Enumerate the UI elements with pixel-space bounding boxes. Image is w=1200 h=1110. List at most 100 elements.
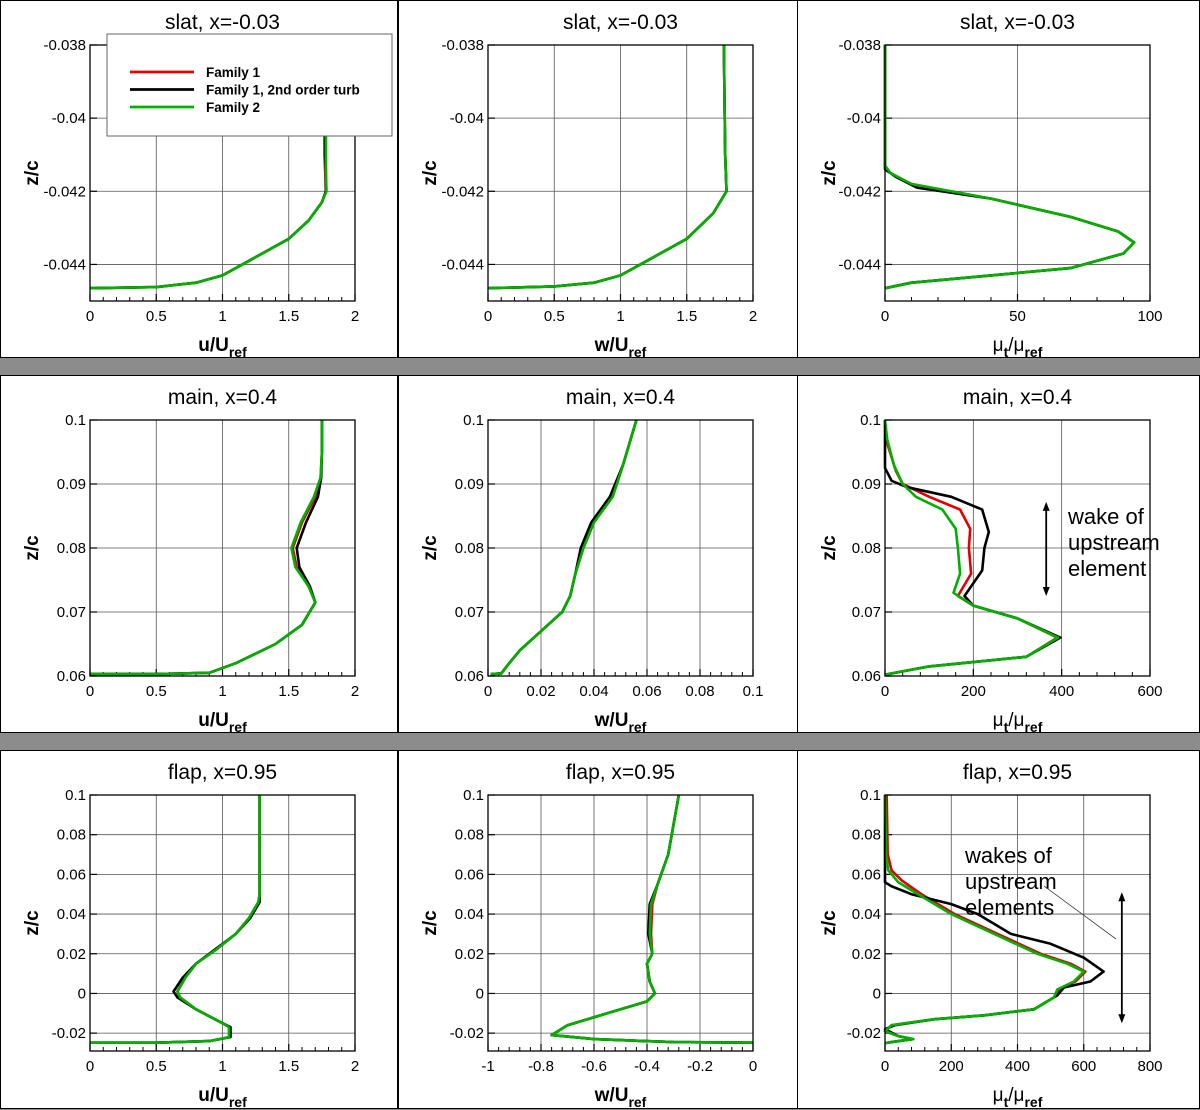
y-tick-label: -0.044 xyxy=(838,256,881,273)
x-axis-label: w/Uref xyxy=(594,710,647,734)
subplot-panel: main, x=0.4 0 200 400 600 0.06 0.07 0.08 0.09 0.1… xyxy=(797,375,1200,734)
subplot-svg: main, x=0.4 0 200 400 600 0.06 0.07 0.08 0.09 0.1… xyxy=(819,386,1163,734)
x-tick-label: 100 xyxy=(1137,308,1162,325)
y-axis-label: z/c xyxy=(22,910,43,936)
x-tick-label: 0.5 xyxy=(146,683,167,700)
y-tick-label: -0.042 xyxy=(441,183,484,200)
x-tick-label: 0 xyxy=(881,683,889,700)
y-tick-label: 0.04 xyxy=(852,906,881,923)
subplot-title: flap, x=0.95 xyxy=(168,761,277,784)
x-axis-label-subscript: t xyxy=(1004,344,1009,359)
x-tick-label: 0 xyxy=(86,683,94,700)
legend-box xyxy=(106,33,393,137)
legend-label: Family 1 xyxy=(206,65,261,80)
x-tick-label: 50 xyxy=(1009,308,1026,325)
series-line-family-1 xyxy=(490,419,638,676)
y-axis-label: z/c xyxy=(22,535,43,561)
subplot-panel: flap, x=0.95 -1 -0.8 -0.6 -0.4 -0.2 0 -0.02 0 0.0… xyxy=(398,750,798,1110)
y-tick-label: -0.038 xyxy=(838,37,881,54)
y-tick-label: 0 xyxy=(476,985,484,1002)
series-line-family-1 xyxy=(550,794,754,1044)
x-axis-label-subscript: t xyxy=(1004,1094,1009,1110)
y-tick-label: 0.06 xyxy=(57,668,86,685)
x-axis-label-part: μ xyxy=(993,1085,1004,1106)
x-tick-label: 600 xyxy=(1137,683,1162,700)
series-line-family-1-2nd-order-turb xyxy=(883,420,1062,676)
y-tick-label: 0.08 xyxy=(57,827,86,844)
x-tick-label: -0.6 xyxy=(581,1058,607,1075)
x-tick-label: 1 xyxy=(218,308,226,325)
y-tick-label: 0.06 xyxy=(455,866,484,883)
y-tick-label: 0.07 xyxy=(455,604,484,621)
x-axis-label: u/Uref xyxy=(198,1085,247,1110)
x-axis-label-subscript: ref xyxy=(1024,719,1042,734)
subplot-panel: main, x=0.4 0 0.02 0.04 0.06 0.08 0.1 0.06 0.07 0… xyxy=(398,375,798,734)
x-axis-label-subscript: ref xyxy=(229,344,247,359)
series-line-family-2 xyxy=(883,419,1060,676)
x-tick-label: 0 xyxy=(484,308,492,325)
x-axis-label-subscript: ref xyxy=(229,719,247,734)
x-axis-label-part: /μ xyxy=(1008,710,1024,731)
y-tick-label: 0.08 xyxy=(57,540,86,557)
x-axis-label-subscript: ref xyxy=(229,1094,247,1110)
x-axis-label: μt/μref xyxy=(993,1085,1043,1110)
subplot-panel: slat, x=-0.03 0 0.5 1 1.5 2 -0.038 -0.04 -0.042 -… xyxy=(0,0,398,359)
y-tick-label: 0.07 xyxy=(57,604,86,621)
series-line-family-1-2nd-order-turb xyxy=(490,419,638,676)
y-tick-label: 0.02 xyxy=(455,946,484,963)
x-tick-label: 0.04 xyxy=(579,683,608,700)
y-tick-label: -0.038 xyxy=(43,37,86,54)
y-tick-label: 0.06 xyxy=(57,866,86,883)
x-axis-label-part: μ xyxy=(993,710,1004,731)
x-axis-label: μt/μref xyxy=(993,710,1043,734)
y-tick-label: 0.06 xyxy=(852,668,881,685)
x-tick-label: 1.5 xyxy=(676,308,697,325)
subplot-svg: slat, x=-0.03 0 50 100 -0.038 -0.04 -0.042 -0.0… xyxy=(819,11,1163,359)
subplot-title: main, x=0.4 xyxy=(963,386,1072,409)
y-tick-label: -0.04 xyxy=(450,110,484,127)
plot-frame xyxy=(884,419,1151,677)
x-axis-label-part: /μ xyxy=(1008,1085,1024,1106)
x-axis-label-part: w/U xyxy=(594,1085,629,1106)
y-tick-label: 0.02 xyxy=(852,946,881,963)
subplot-panel: slat, x=-0.03 0 0.5 1 1.5 2 -0.038 -0.04 -0.042 -… xyxy=(398,0,798,359)
y-tick-label: 0.08 xyxy=(455,540,484,557)
y-tick-label: 0.02 xyxy=(57,946,86,963)
series-line-family-1-2nd-order-turb xyxy=(90,795,261,1044)
y-tick-label: -0.042 xyxy=(43,183,86,200)
subplot-svg: flap, x=0.95 -1 -0.8 -0.6 -0.4 -0.2 0 -0.02 0 0.0… xyxy=(420,761,757,1110)
x-tick-label: 0 xyxy=(86,1058,94,1075)
annotation-text: element xyxy=(1068,556,1146,581)
x-tick-label: 200 xyxy=(939,1058,964,1075)
x-axis-label-subscript: ref xyxy=(628,1094,646,1110)
x-tick-label: 2 xyxy=(749,308,757,325)
annotation-text: elements xyxy=(965,895,1054,920)
x-axis-label: u/Uref xyxy=(198,335,247,359)
x-tick-label: 0.5 xyxy=(146,308,167,325)
x-tick-label: -0.2 xyxy=(687,1058,713,1075)
x-axis-label-part: w/U xyxy=(594,710,629,731)
x-axis-label-subscript: ref xyxy=(1024,1094,1042,1110)
series-line-family-2 xyxy=(490,419,638,676)
y-axis-label: z/c xyxy=(819,535,840,561)
y-axis-label: z/c xyxy=(420,910,441,936)
subplot-svg: main, x=0.4 0 0.5 1 1.5 2 0.06 0.07 0.08 0.09 0.1 z… xyxy=(22,386,359,734)
subplot-svg: main, x=0.4 0 0.02 0.04 0.06 0.08 0.1 0.06 0.07 0… xyxy=(420,386,763,734)
x-tick-label: 0 xyxy=(881,308,889,325)
x-tick-label: 0 xyxy=(881,1058,889,1075)
series-line-family-2 xyxy=(90,795,261,1044)
x-tick-label: 2 xyxy=(351,1058,359,1075)
y-axis-label: z/c xyxy=(420,535,441,561)
series-line-family-1 xyxy=(883,419,1059,676)
y-tick-label: -0.044 xyxy=(441,256,484,273)
x-tick-label: 1.5 xyxy=(278,683,299,700)
x-tick-label: 1 xyxy=(616,308,624,325)
y-tick-label: 0.1 xyxy=(463,412,484,429)
y-tick-label: 0.1 xyxy=(463,787,484,804)
subplot-title: slat, x=-0.03 xyxy=(563,11,678,34)
series-line-family-1 xyxy=(487,44,728,290)
x-axis-label-part: u/U xyxy=(198,710,229,731)
plot-frame xyxy=(884,44,1151,302)
x-axis-label: w/Uref xyxy=(594,335,647,359)
x-tick-label: 200 xyxy=(961,683,986,700)
